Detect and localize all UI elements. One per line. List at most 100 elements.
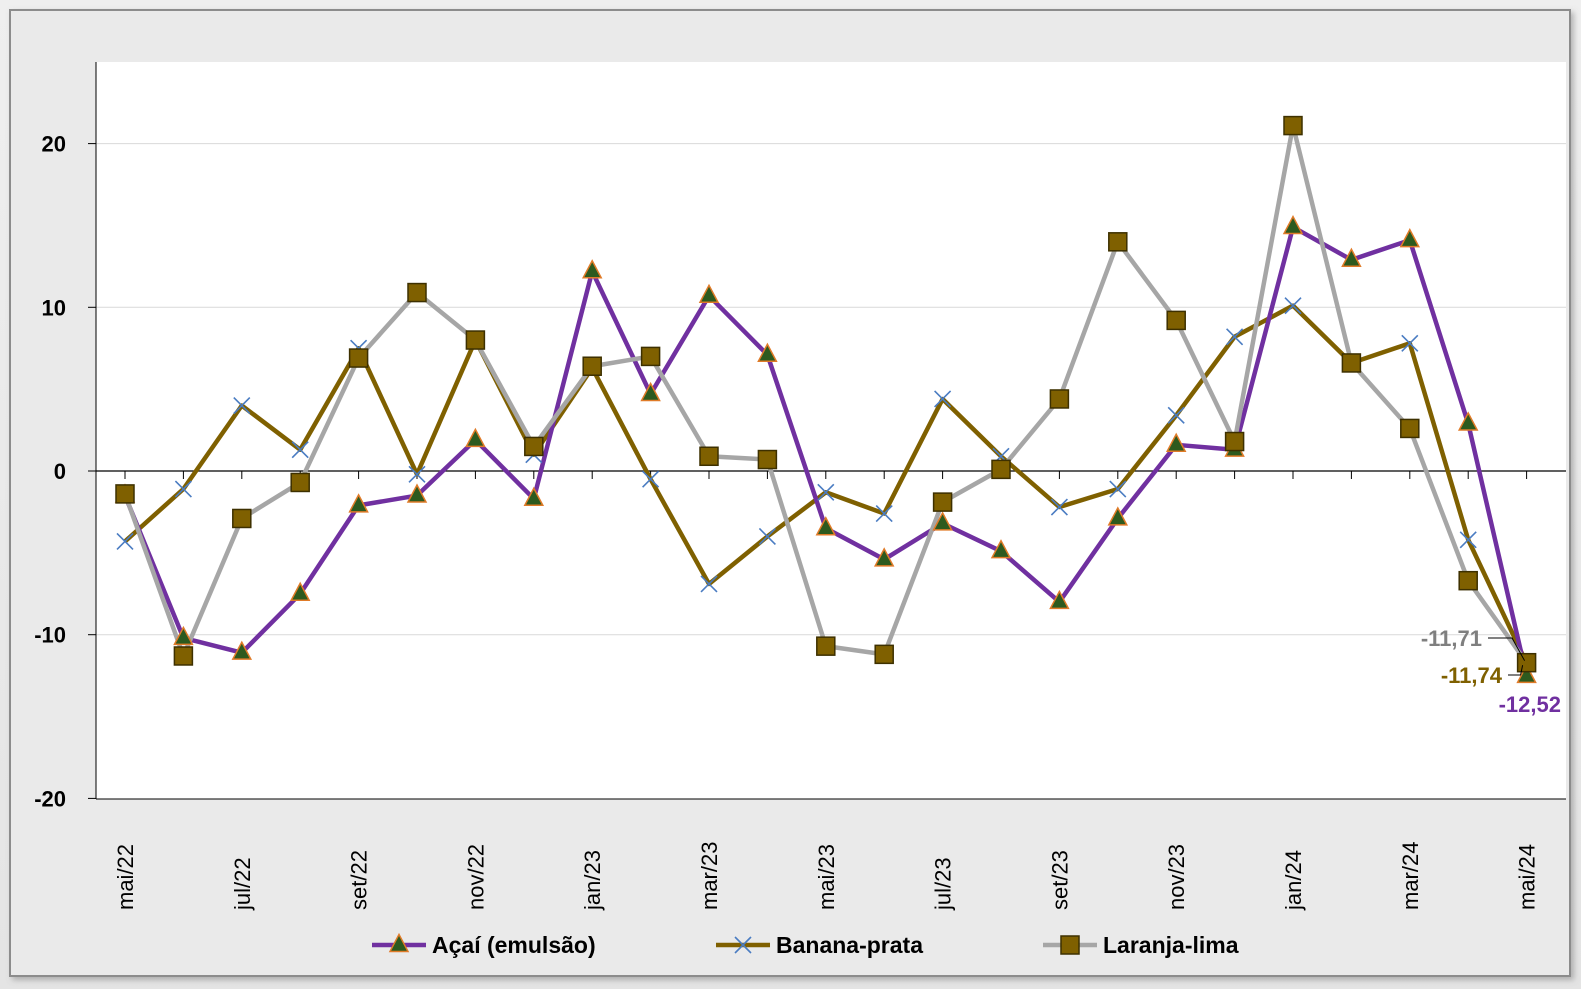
data-point (816, 636, 836, 656)
data-point (348, 348, 369, 368)
series-markers-2 (115, 115, 1537, 673)
plot-area (96, 62, 1566, 799)
data-point (873, 547, 895, 567)
x-tick-label: jul/23 (931, 857, 956, 911)
data-point (932, 492, 953, 512)
data-point (408, 465, 426, 483)
data-point (1283, 115, 1303, 136)
data-point (1341, 353, 1362, 373)
data-point (734, 936, 752, 954)
data-point (406, 483, 428, 503)
leader-line (1508, 665, 1524, 676)
x-tick-label: set/22 (347, 850, 372, 910)
data-point (640, 381, 661, 402)
data-point-stroke (408, 465, 426, 483)
data-point (1107, 506, 1129, 526)
y-tick-label: -10 (34, 623, 66, 648)
data-point (1166, 310, 1186, 331)
data-point (116, 532, 134, 550)
data-point-stroke (233, 396, 251, 415)
data-point (1049, 389, 1070, 409)
data-point (1049, 589, 1070, 610)
data-point (934, 390, 952, 408)
data-point-stroke (291, 441, 309, 459)
data-point-stroke (700, 575, 718, 593)
end-value-label: -11,71 (1421, 626, 1482, 651)
x-tick-label: jul/22 (230, 857, 255, 911)
data-point (115, 484, 135, 504)
y-tick-label: 20 (42, 132, 66, 157)
x-tick-label: mar/24 (1398, 842, 1423, 910)
x-tick-label: set/23 (1047, 850, 1072, 910)
x-tick-label: mar/23 (697, 842, 722, 910)
data-point-stroke (1109, 480, 1127, 498)
data-point (348, 493, 369, 513)
data-point-stroke (1050, 498, 1068, 516)
x-tick-label: jan/24 (1281, 850, 1306, 911)
data-point (289, 581, 311, 601)
data-point (388, 932, 410, 953)
data-point (1282, 214, 1304, 235)
data-point (407, 282, 427, 303)
data-point (1399, 228, 1421, 248)
data-point (1459, 531, 1477, 549)
legend-label: Banana-prata (776, 932, 923, 958)
gridlines (96, 143, 1566, 636)
data-point (932, 511, 953, 531)
data-point (1341, 247, 1362, 268)
data-point (874, 644, 894, 665)
data-point-stroke (1284, 297, 1302, 315)
end-value-label: -11,74 (1441, 663, 1503, 688)
y-tick-label: -20 (34, 786, 66, 811)
data-point (582, 356, 602, 376)
data-point-stroke (934, 390, 952, 408)
data-point (1401, 334, 1419, 352)
data-point-stroke (758, 527, 776, 546)
data-point-stroke (875, 504, 893, 523)
data-point (1050, 498, 1068, 516)
x-tick-label: mai/23 (814, 844, 839, 910)
data-point-stroke (1401, 334, 1419, 352)
y-tick-label: 0 (54, 459, 66, 484)
x-tick-label: nov/23 (1164, 844, 1189, 910)
data-point (1165, 432, 1187, 453)
annotations: -11,71 -11,74 -12,52 (1421, 626, 1561, 717)
data-point (1109, 480, 1127, 498)
data-point (1226, 328, 1244, 346)
data-point-stroke (174, 480, 192, 498)
data-point (1167, 406, 1185, 424)
data-point-stroke (1226, 328, 1244, 346)
x-tick-label: mai/24 (1515, 844, 1540, 910)
data-point (465, 427, 486, 448)
x-tick-label: mai/22 (113, 844, 138, 910)
data-point-stroke (734, 936, 752, 954)
data-point (990, 539, 1012, 559)
legend-item: Açaí (emulsão) (372, 932, 596, 958)
data-point (174, 480, 192, 498)
data-point (1516, 652, 1537, 673)
data-point (642, 470, 660, 488)
data-point (1224, 431, 1245, 452)
data-point (1060, 935, 1080, 955)
data-point (700, 575, 718, 593)
data-point (1284, 297, 1302, 315)
data-point-stroke (116, 532, 134, 550)
data-point (523, 486, 545, 507)
data-point (699, 446, 719, 467)
y-tick-label: 10 (42, 295, 66, 320)
x-tick-label: nov/22 (463, 844, 488, 910)
data-point (524, 436, 544, 457)
legend-label: Laranja-lima (1103, 932, 1239, 958)
data-point (991, 459, 1011, 480)
data-point (640, 346, 661, 367)
data-point (1108, 232, 1128, 252)
legend-item: Banana-prata (716, 932, 923, 958)
data-point (757, 342, 778, 362)
legend-item: Laranja-lima (1043, 932, 1239, 958)
leader-line (1488, 637, 1526, 661)
data-point (1516, 663, 1537, 684)
data-point (815, 516, 837, 536)
data-point (465, 330, 486, 350)
end-value-label: -12,52 (1499, 692, 1561, 717)
